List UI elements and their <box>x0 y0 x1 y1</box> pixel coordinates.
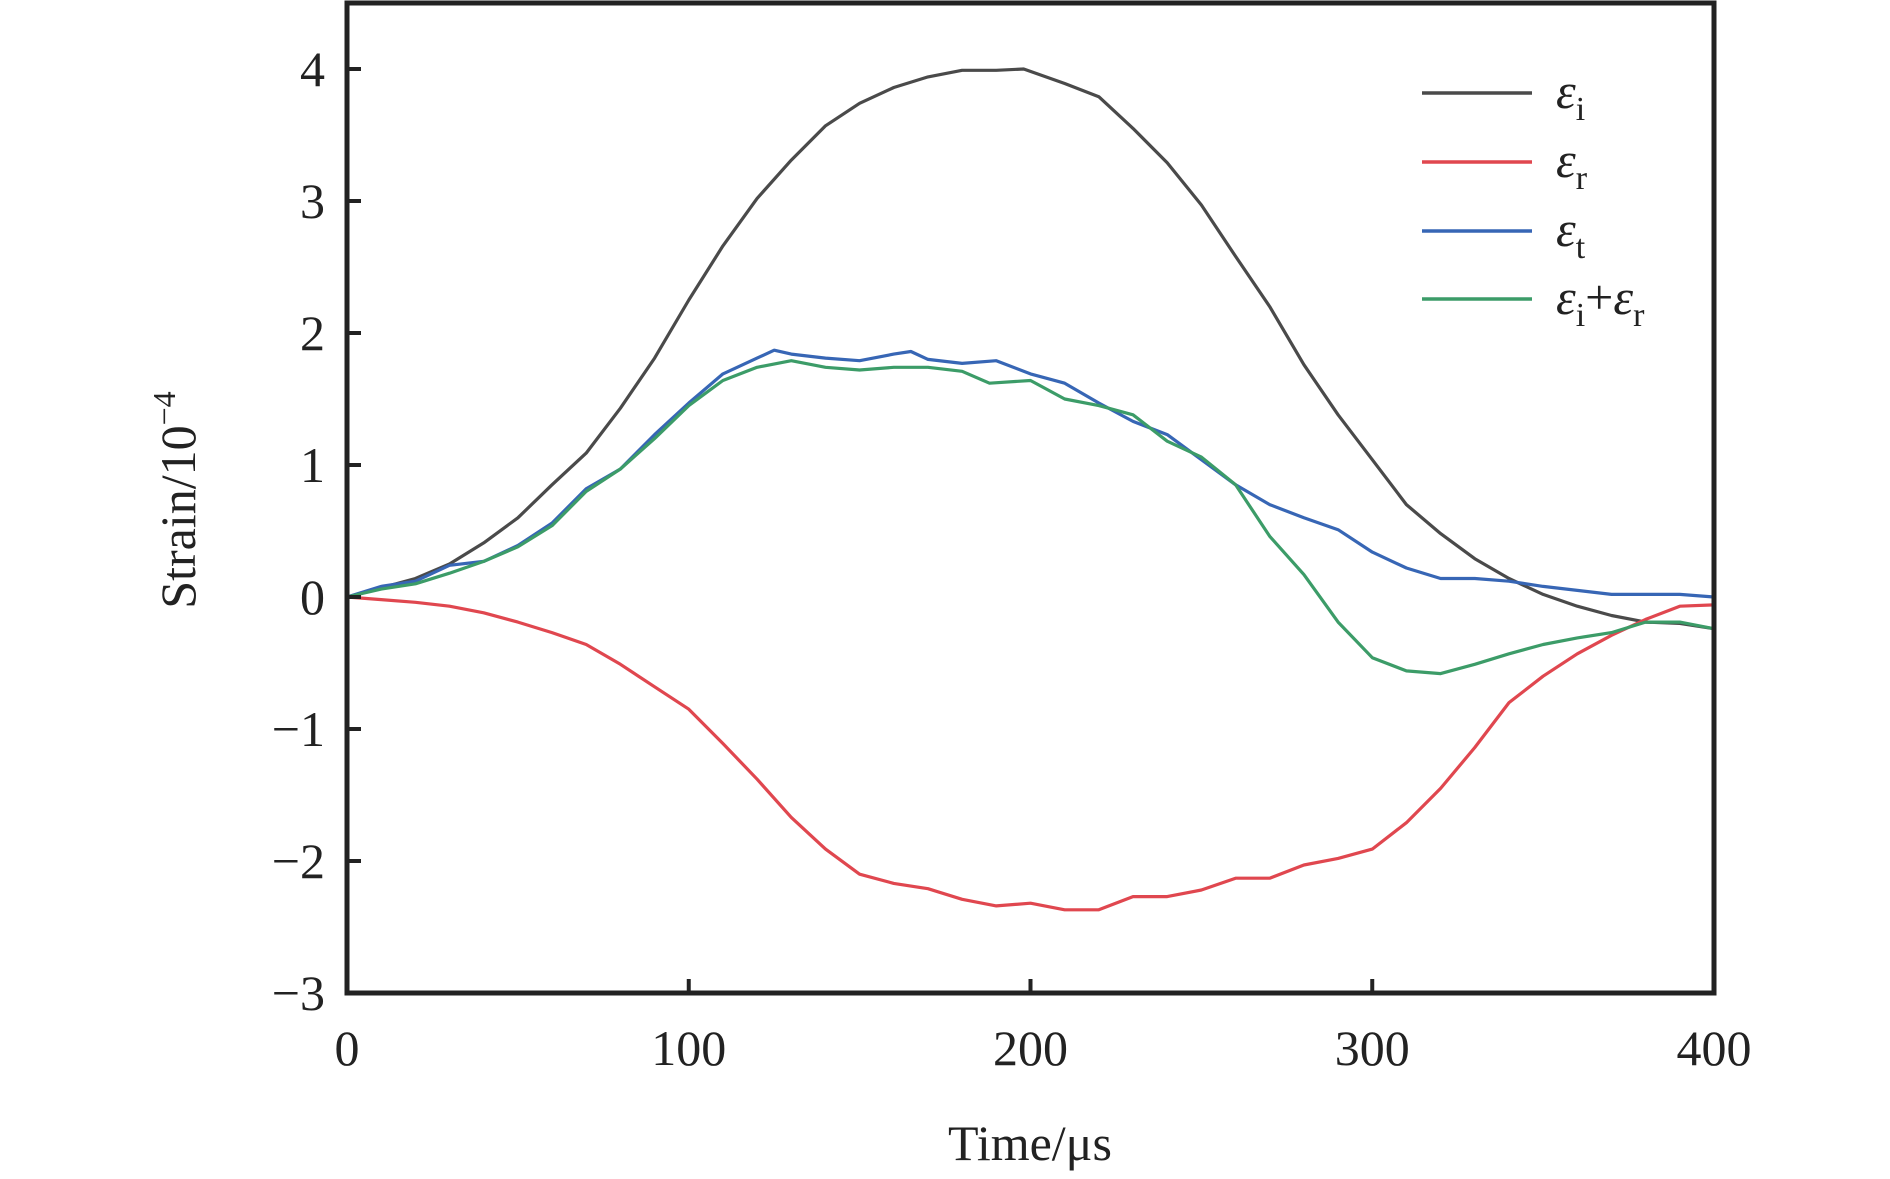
y-tick-label: 1 <box>300 437 325 493</box>
y-tick-label: 2 <box>300 305 325 361</box>
series-line-incident <box>345 67 1716 631</box>
y-axis: 4 3 2 1 0 −1 −2 −3 <box>272 41 361 1021</box>
y-axis-label: Strain/10−4 <box>146 391 206 608</box>
legend-item-transmitted: εt <box>1422 201 1586 266</box>
legend-label-sum: εi+εr <box>1556 269 1645 334</box>
y-tick-label: −3 <box>272 965 325 1021</box>
legend-item-sum: εi+εr <box>1422 269 1645 334</box>
series-layer <box>345 67 1716 912</box>
x-axis-label: Time/μs <box>948 1115 1112 1171</box>
plot-frame <box>344 0 1717 996</box>
x-axis: 0 100 200 300 400 <box>335 979 1752 1076</box>
legend-item-reflected: εr <box>1422 132 1588 197</box>
y-tick-label: 0 <box>300 569 325 625</box>
y-axis-label-exponent: −4 <box>146 391 182 425</box>
legend-label-incident: εi <box>1556 63 1585 128</box>
x-tick-label: 200 <box>993 1020 1068 1076</box>
y-tick-label: 3 <box>300 173 325 229</box>
series-line-transmitted <box>345 348 1716 599</box>
series-line-reflected <box>345 595 1716 912</box>
legend: εi εr εt εi+εr <box>1422 63 1645 334</box>
x-tick-label: 300 <box>1335 1020 1410 1076</box>
series-line-sum <box>345 359 1716 676</box>
legend-label-reflected: εr <box>1556 132 1588 197</box>
legend-item-incident: εi <box>1422 63 1585 128</box>
x-tick-label: 0 <box>335 1020 360 1076</box>
y-tick-label: −2 <box>272 833 325 889</box>
y-tick-label: −1 <box>272 701 325 757</box>
x-tick-label: 100 <box>651 1020 726 1076</box>
x-tick-label: 400 <box>1677 1020 1752 1076</box>
legend-label-transmitted: εt <box>1556 201 1586 266</box>
y-axis-label-main: Strain/10 <box>150 425 206 608</box>
y-tick-label: 4 <box>300 41 325 97</box>
